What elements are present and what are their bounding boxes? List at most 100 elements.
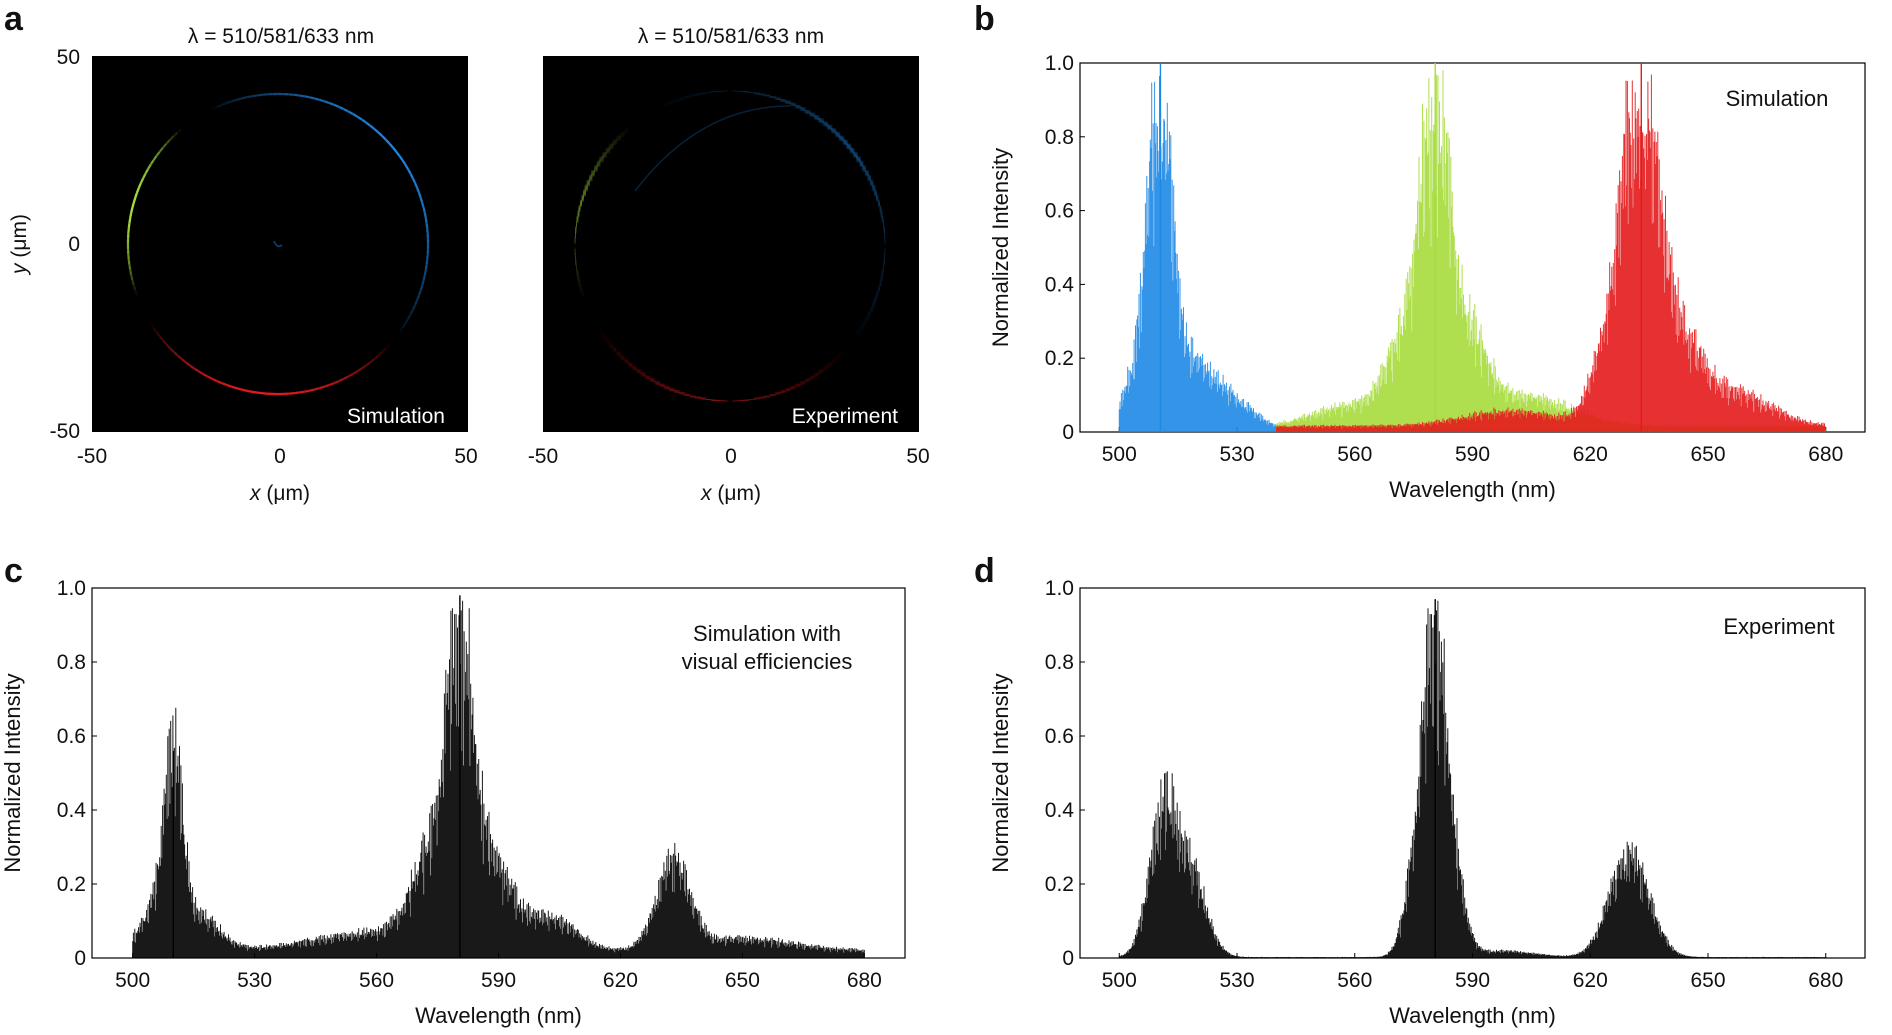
ring-segment	[422, 270, 427, 281]
ring-segment	[743, 90, 750, 94]
ring-segment	[173, 351, 183, 360]
x-tick-label: 620	[1573, 443, 1608, 466]
panel-letter-a: a	[4, 0, 24, 38]
y-tick-label: 0.6	[57, 725, 86, 748]
ring-segment	[293, 93, 304, 98]
ring-segment	[348, 370, 358, 378]
ring-segment	[668, 387, 676, 393]
ring-segment	[876, 200, 882, 207]
ring-segment	[162, 139, 171, 149]
ring-segment	[149, 155, 158, 165]
ring-segment	[185, 361, 195, 370]
ring-segment	[590, 169, 596, 177]
ring-segment	[262, 92, 273, 96]
ring-segment	[779, 97, 787, 103]
ring-segment	[838, 350, 845, 357]
experiment-image	[543, 56, 919, 432]
ring-segment	[216, 101, 227, 108]
ring-segment	[426, 228, 430, 239]
ring-segment	[875, 194, 880, 202]
ring-segment	[423, 264, 428, 276]
ring-segment	[576, 210, 581, 217]
a-ytick-bottom: -50	[50, 420, 80, 443]
x-tick-label: 620	[603, 969, 638, 992]
x-tick-label: 620	[1573, 969, 1608, 992]
ring-segment	[881, 221, 886, 228]
ring-segment	[866, 174, 872, 182]
ring-segment	[619, 354, 626, 361]
ring-segment	[581, 189, 587, 197]
ring-segment	[876, 285, 882, 292]
ring-segment	[826, 124, 833, 131]
ring-segment	[598, 329, 605, 337]
ring-segment	[689, 394, 696, 399]
ring-segment	[866, 310, 872, 318]
x-tick-label: 590	[1455, 969, 1490, 992]
ring-segment	[804, 109, 811, 115]
ring-segment	[615, 135, 622, 142]
y-tick-label: 0.6	[1045, 200, 1074, 223]
series-line	[132, 600, 865, 958]
ring-segment	[845, 143, 852, 150]
ring-segment	[593, 165, 599, 172]
a-left-xlabel-unit: (μm)	[261, 482, 310, 505]
y-axis-label: Normalized Intensity	[988, 148, 1013, 347]
ring-segment	[644, 374, 652, 381]
ring-segment	[743, 398, 750, 402]
experiment-inset-label: Experiment	[792, 405, 898, 428]
ring-segment	[705, 397, 712, 402]
ring-segment	[748, 90, 755, 95]
ring-segment	[864, 315, 870, 323]
ring-segment	[127, 254, 131, 265]
ring-segment	[155, 147, 164, 157]
plot-annotation: Simulation	[1726, 86, 1829, 111]
ring-segment	[425, 254, 429, 265]
plot-annotation: Experiment	[1723, 614, 1834, 639]
ring-segment	[604, 147, 611, 154]
ring-segment	[425, 223, 429, 234]
ring-segment	[808, 374, 816, 381]
ring-segment	[804, 377, 811, 383]
ring-segment	[799, 106, 807, 112]
ring-segment	[169, 347, 179, 357]
ring-segment	[127, 259, 132, 270]
ring-segment	[578, 200, 584, 207]
x-tick-label: 500	[1102, 969, 1137, 992]
y-axis-label: Normalized Intensity	[0, 673, 25, 872]
ring-segment	[404, 314, 412, 324]
y-tick-label: 1.0	[57, 577, 86, 600]
ring-segment	[578, 285, 584, 292]
ring-segment	[236, 96, 247, 101]
ring-segment	[608, 143, 615, 150]
ring-segment	[808, 111, 816, 118]
ring-segment	[152, 151, 161, 161]
ring-segment	[799, 380, 807, 386]
x-tick-label: 530	[237, 969, 272, 992]
ring-segment	[623, 358, 630, 365]
panel-a-right-title: λ = 510/581/633 nm	[638, 25, 824, 48]
chart-c: 0 0.2 0.4 0.6 0.8 1.0 500 530 560 590 620 650 680 Wav…	[0, 577, 906, 1028]
ring-segment	[774, 391, 782, 396]
x-tick-label: 500	[1102, 443, 1137, 466]
ring-segment	[875, 290, 880, 298]
ring-segment	[577, 280, 582, 287]
ring-segment	[694, 395, 701, 400]
a-ylabel-unit: (μm)	[8, 214, 31, 263]
ring-segment	[401, 318, 409, 329]
ring-segment	[753, 396, 761, 401]
y-tick-label: 0	[1062, 421, 1074, 444]
y-tick-label: 0.2	[1045, 873, 1074, 896]
ring-segment	[627, 361, 634, 368]
ring-segment	[784, 387, 792, 393]
ring-segment	[834, 131, 841, 138]
ring-segment	[407, 309, 414, 320]
ring-segment	[130, 275, 135, 286]
ring-segment	[631, 365, 638, 372]
ring-segment	[162, 339, 171, 349]
ring-segment	[869, 179, 875, 187]
ring-segment	[598, 155, 605, 163]
ring-segment	[878, 280, 883, 287]
ring-segment	[304, 95, 315, 100]
ring-segment	[710, 398, 717, 402]
y-tick-label: 0.8	[1045, 126, 1074, 149]
